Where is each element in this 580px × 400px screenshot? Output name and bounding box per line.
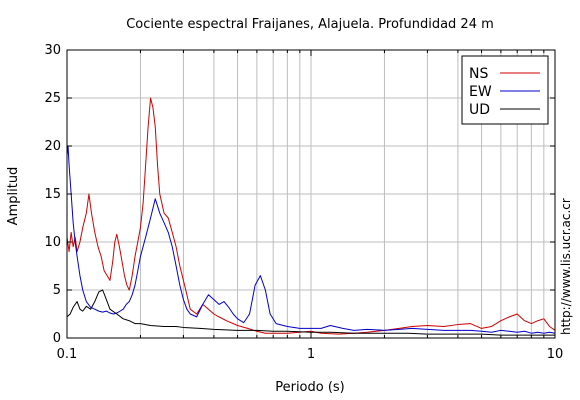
x-tick-label: 1	[307, 347, 315, 362]
y-tick-label: 5	[53, 283, 61, 298]
y-tick-label: 15	[44, 187, 61, 202]
y-tick-label: 10	[44, 235, 61, 250]
x-tick-label: 0.1	[57, 347, 78, 362]
x-tick-label: 10	[547, 347, 564, 362]
series-line-ns	[66, 97, 556, 335]
legend-label-ew: EW	[469, 84, 492, 100]
y-tick-label: 0	[53, 331, 61, 346]
legend: NS EW UD	[461, 55, 549, 125]
chart-title: Cociente espectral Fraijanes, Alajuela. …	[126, 17, 494, 32]
series-line-ud	[66, 289, 555, 336]
y-axis-label: Amplitud	[6, 167, 21, 226]
legend-label-ud: UD	[469, 102, 490, 118]
y-tick-label: 20	[44, 139, 61, 154]
series-lines	[66, 97, 556, 336]
legend-box	[461, 55, 549, 125]
y-tick-label: 30	[44, 43, 61, 58]
axis-ticks: 0 5 10 15 20 25 30 0.1 1 10	[44, 43, 563, 362]
series-line-ew	[66, 145, 556, 334]
y-tick-label: 25	[44, 91, 61, 106]
legend-label-ns: NS	[469, 66, 488, 82]
website-url: http://www.lis.ucr.ac.cr	[559, 198, 573, 335]
x-axis-label: Periodo (s)	[275, 380, 345, 395]
